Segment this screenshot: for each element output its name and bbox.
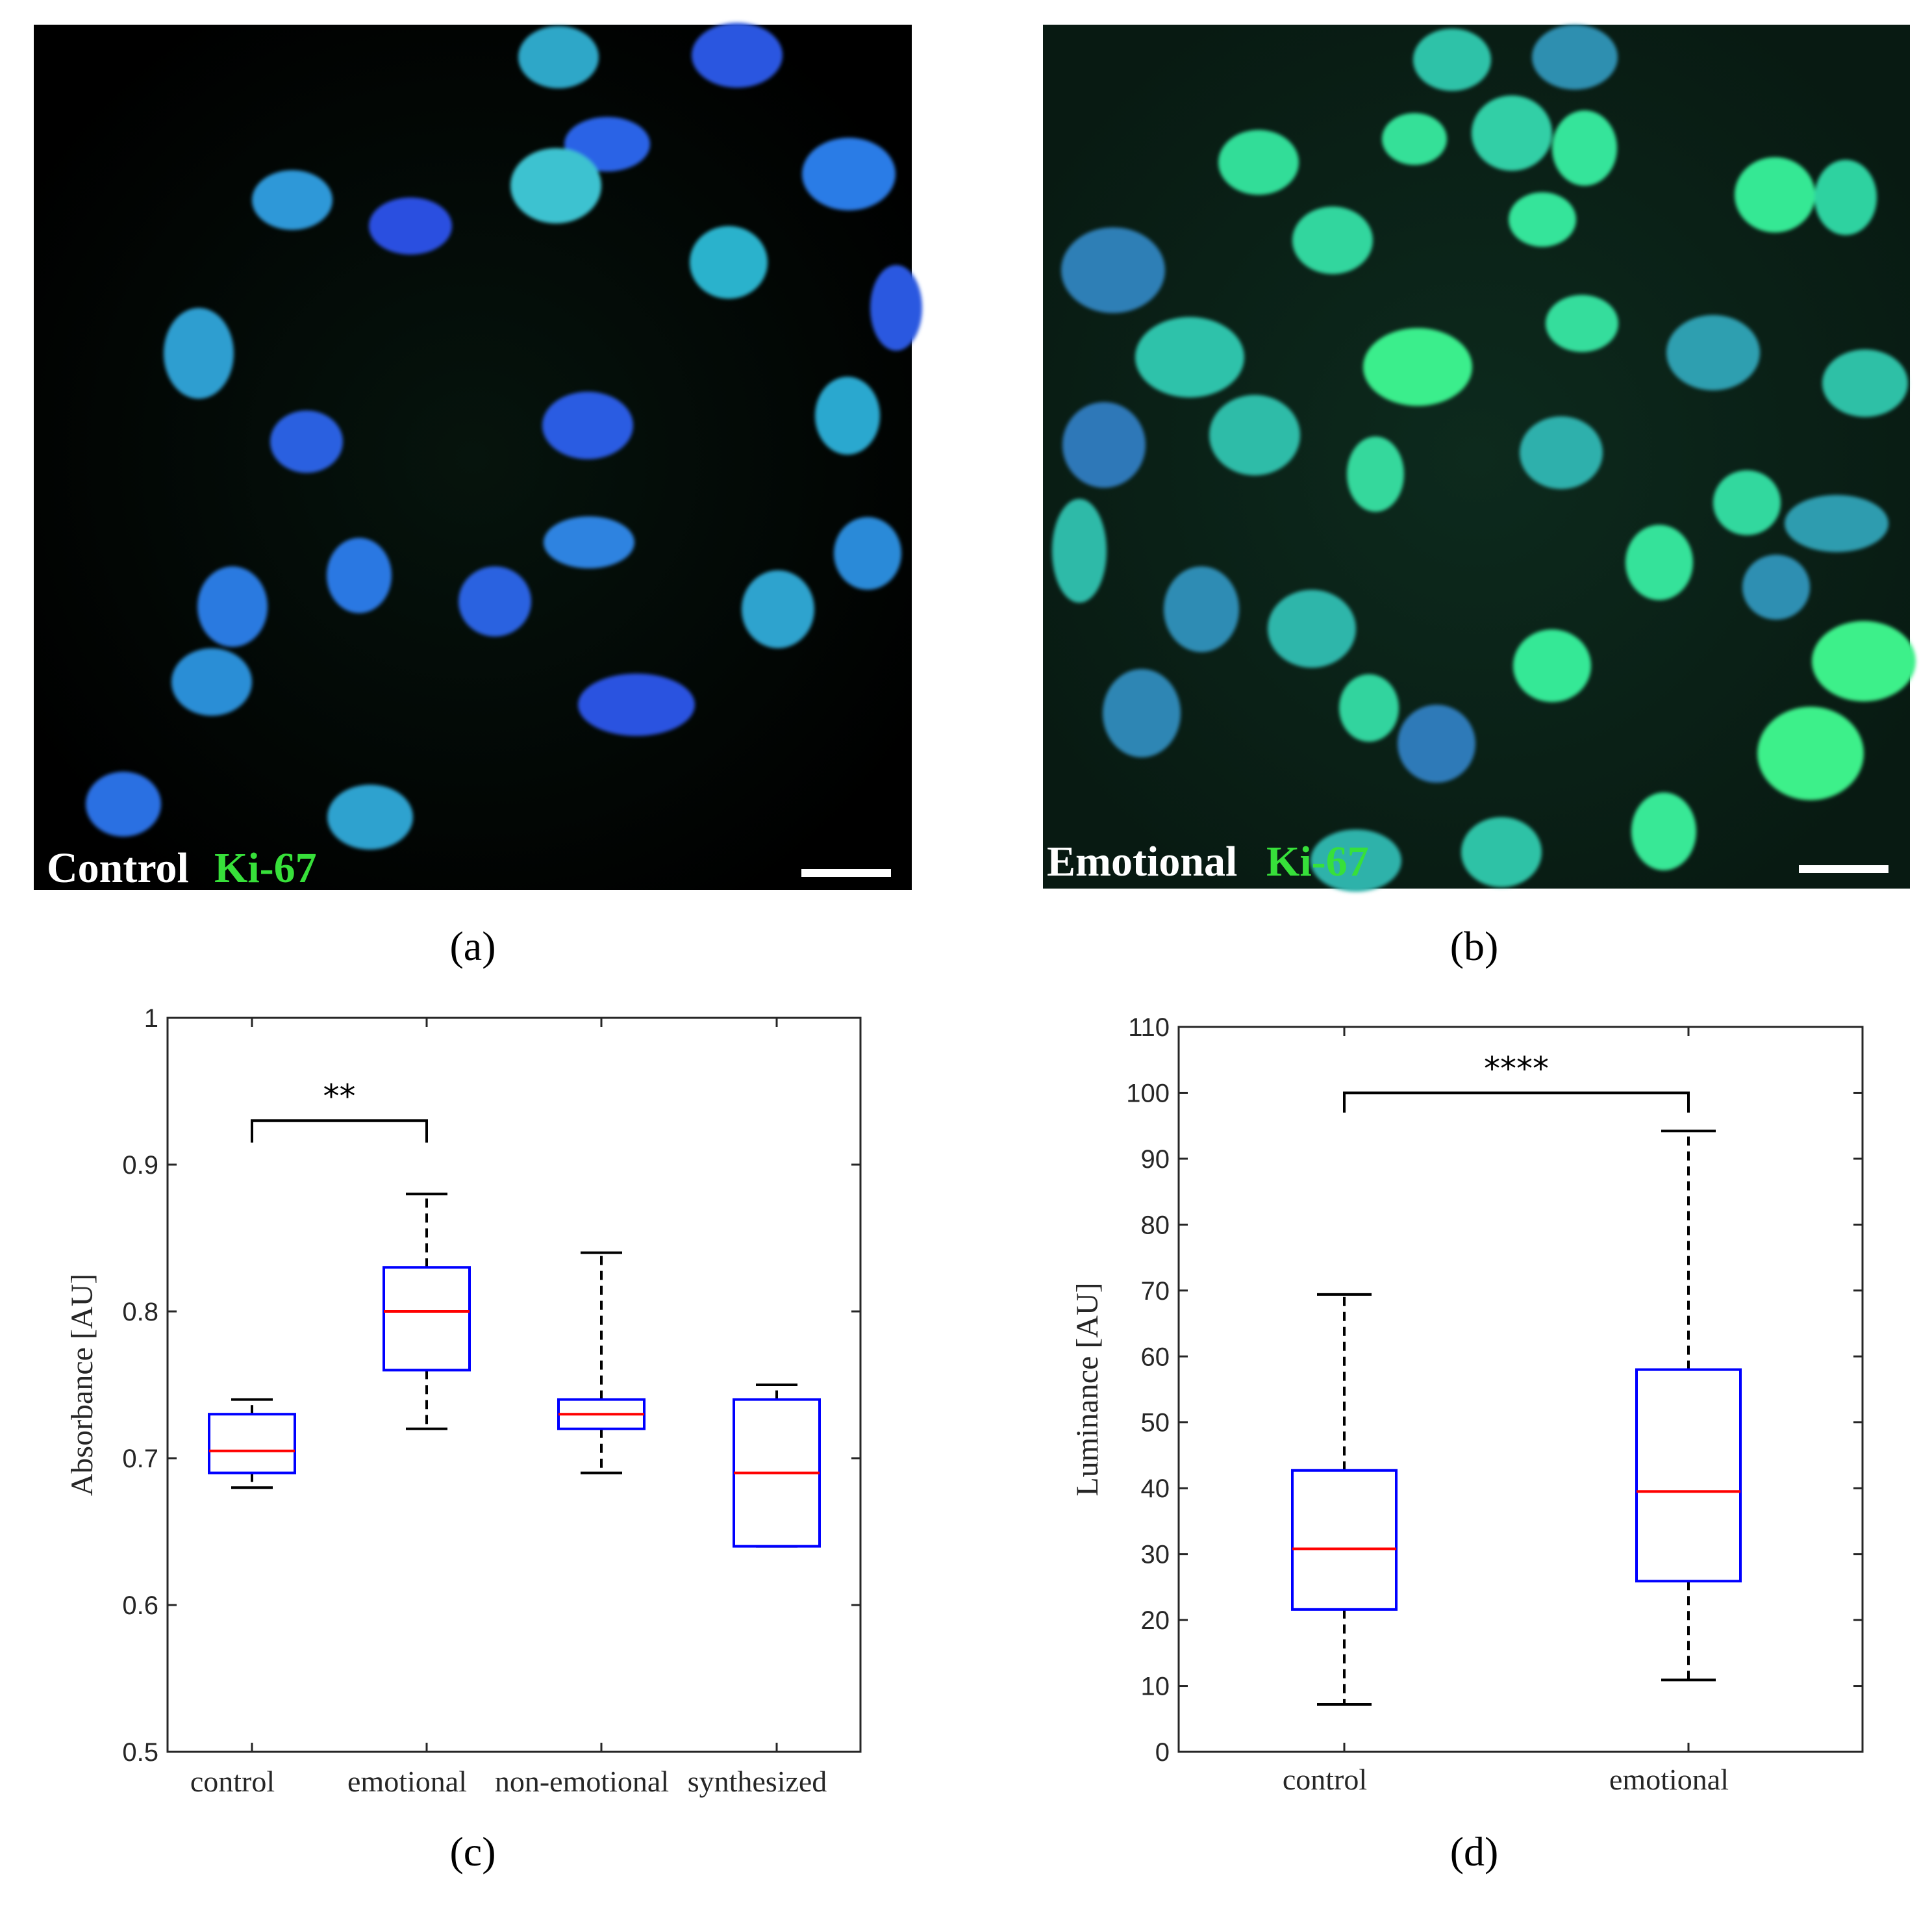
absorbance-boxplot: Absorbance [AU] 0.5 0.6 0.7 0.8 0.9 1 control… bbox=[65, 1004, 862, 1798]
nuclei-control bbox=[86, 23, 922, 850]
y-ticks-c: 0.5 0.6 0.7 0.8 0.9 1 bbox=[122, 1004, 860, 1767]
x-category-label: control bbox=[190, 1765, 275, 1798]
emotional-marker-label: Ki-67 bbox=[1266, 838, 1369, 885]
iqr-box bbox=[1291, 1469, 1398, 1611]
boxes-d bbox=[1291, 1130, 1742, 1706]
significance-bracket bbox=[251, 1119, 428, 1143]
x-category-label: control bbox=[1283, 1763, 1367, 1796]
y-tick-label: 0 bbox=[1155, 1738, 1170, 1767]
y-tick-label: 20 bbox=[1141, 1606, 1170, 1635]
micrograph-emotional: Emotional Ki-67 bbox=[1043, 25, 1916, 892]
y-tick-label: 50 bbox=[1141, 1409, 1170, 1437]
significance-bracket bbox=[1343, 1091, 1690, 1113]
nuclei-emotional bbox=[1052, 25, 1916, 892]
panel-letter-b: (b) bbox=[1450, 923, 1499, 969]
significance-stars: ** bbox=[323, 1078, 356, 1115]
y-tick-label: 0.5 bbox=[122, 1738, 158, 1767]
emotional-label: Emotional bbox=[1047, 838, 1237, 885]
y-tick-label: 10 bbox=[1141, 1673, 1170, 1701]
x-category-label: emotional bbox=[1609, 1763, 1729, 1796]
panel-letter-a: (a) bbox=[449, 923, 496, 969]
boxes-c bbox=[208, 1193, 821, 1548]
scale-bar-b bbox=[1799, 865, 1888, 873]
y-tick-label: 90 bbox=[1141, 1145, 1170, 1174]
iqr-box bbox=[1635, 1368, 1742, 1583]
x-categories-d: control emotional bbox=[1283, 1027, 1729, 1796]
x-category-label: non-emotional bbox=[495, 1765, 669, 1798]
control-label: Control bbox=[47, 844, 189, 892]
y-tick-label: 60 bbox=[1141, 1343, 1170, 1371]
panel-letter-c: (c) bbox=[449, 1828, 496, 1875]
plot-frame-d bbox=[1177, 1026, 1864, 1753]
control-marker-label: Ki-67 bbox=[214, 844, 317, 892]
y-tick-label: 80 bbox=[1141, 1211, 1170, 1239]
x-category-label: emotional bbox=[347, 1765, 467, 1798]
y-axis-label-d: Luminance [AU] bbox=[1070, 1282, 1105, 1496]
y-tick-label: 0.7 bbox=[122, 1445, 158, 1473]
iqr-box bbox=[383, 1266, 471, 1372]
y-tick-label: 110 bbox=[1128, 1013, 1170, 1042]
significance-c: ** bbox=[251, 1078, 428, 1143]
y-tick-label: 1 bbox=[144, 1004, 158, 1033]
plot-frame-c bbox=[166, 1017, 862, 1753]
x-categories-c: control emotional non-emotional synthesized bbox=[190, 1018, 827, 1798]
y-tick-label: 40 bbox=[1141, 1474, 1170, 1503]
luminance-boxplot: Luminance [AU] 0 10 20 30 40 50 60 70 80 90 100 110… bbox=[1070, 1013, 1864, 1796]
significance-stars: **** bbox=[1484, 1050, 1549, 1087]
x-category-label: synthesized bbox=[688, 1765, 827, 1798]
panel-letter-d: (d) bbox=[1450, 1828, 1499, 1875]
micrograph-control: Control Ki-67 bbox=[34, 23, 922, 892]
y-tick-label: 0.8 bbox=[122, 1298, 158, 1326]
y-tick-label: 30 bbox=[1141, 1541, 1170, 1569]
y-tick-label: 100 bbox=[1126, 1079, 1170, 1107]
scale-bar-a bbox=[801, 869, 891, 877]
y-tick-label: 70 bbox=[1141, 1277, 1170, 1306]
y-tick-label: 0.6 bbox=[122, 1591, 158, 1620]
y-ticks-d: 0 10 20 30 40 50 60 70 80 90 100 110 bbox=[1126, 1013, 1863, 1767]
y-axis-label-c: Absorbance [AU] bbox=[65, 1274, 99, 1497]
y-tick-label: 0.9 bbox=[122, 1151, 158, 1180]
iqr-box bbox=[208, 1413, 296, 1474]
significance-d: **** bbox=[1343, 1050, 1690, 1113]
